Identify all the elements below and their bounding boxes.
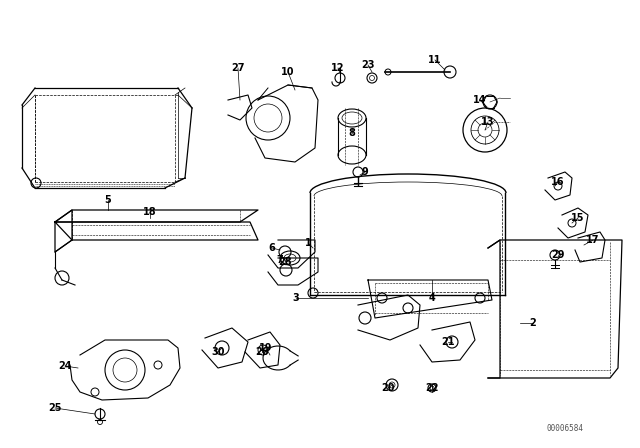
Text: 15: 15 bbox=[572, 213, 585, 223]
Text: 13: 13 bbox=[481, 117, 495, 127]
Text: 19: 19 bbox=[259, 343, 273, 353]
Text: 3: 3 bbox=[292, 293, 300, 303]
Text: 18: 18 bbox=[143, 207, 157, 217]
Text: 4: 4 bbox=[429, 293, 435, 303]
Text: 24: 24 bbox=[58, 361, 72, 371]
Text: 25: 25 bbox=[48, 403, 61, 413]
Text: 27: 27 bbox=[231, 63, 244, 73]
Text: 7: 7 bbox=[276, 255, 284, 265]
Text: 17: 17 bbox=[586, 235, 600, 245]
Text: 9: 9 bbox=[362, 167, 369, 177]
Text: 10: 10 bbox=[281, 67, 295, 77]
Text: 28: 28 bbox=[278, 257, 292, 267]
Text: 22: 22 bbox=[425, 383, 439, 393]
Text: 8: 8 bbox=[349, 128, 355, 138]
Text: 23: 23 bbox=[361, 60, 375, 70]
Text: 2: 2 bbox=[530, 318, 536, 328]
Text: 12: 12 bbox=[332, 63, 345, 73]
Text: 21: 21 bbox=[441, 337, 455, 347]
Text: 00006584: 00006584 bbox=[547, 423, 584, 432]
Text: 16: 16 bbox=[551, 177, 564, 187]
Text: 20: 20 bbox=[381, 383, 395, 393]
Text: 5: 5 bbox=[104, 195, 111, 205]
Text: 30: 30 bbox=[211, 347, 225, 357]
Text: 14: 14 bbox=[473, 95, 487, 105]
Text: 26: 26 bbox=[255, 347, 269, 357]
Text: 6: 6 bbox=[269, 243, 275, 253]
Text: 29: 29 bbox=[551, 250, 564, 260]
Text: 11: 11 bbox=[428, 55, 442, 65]
Text: 1: 1 bbox=[305, 238, 312, 248]
